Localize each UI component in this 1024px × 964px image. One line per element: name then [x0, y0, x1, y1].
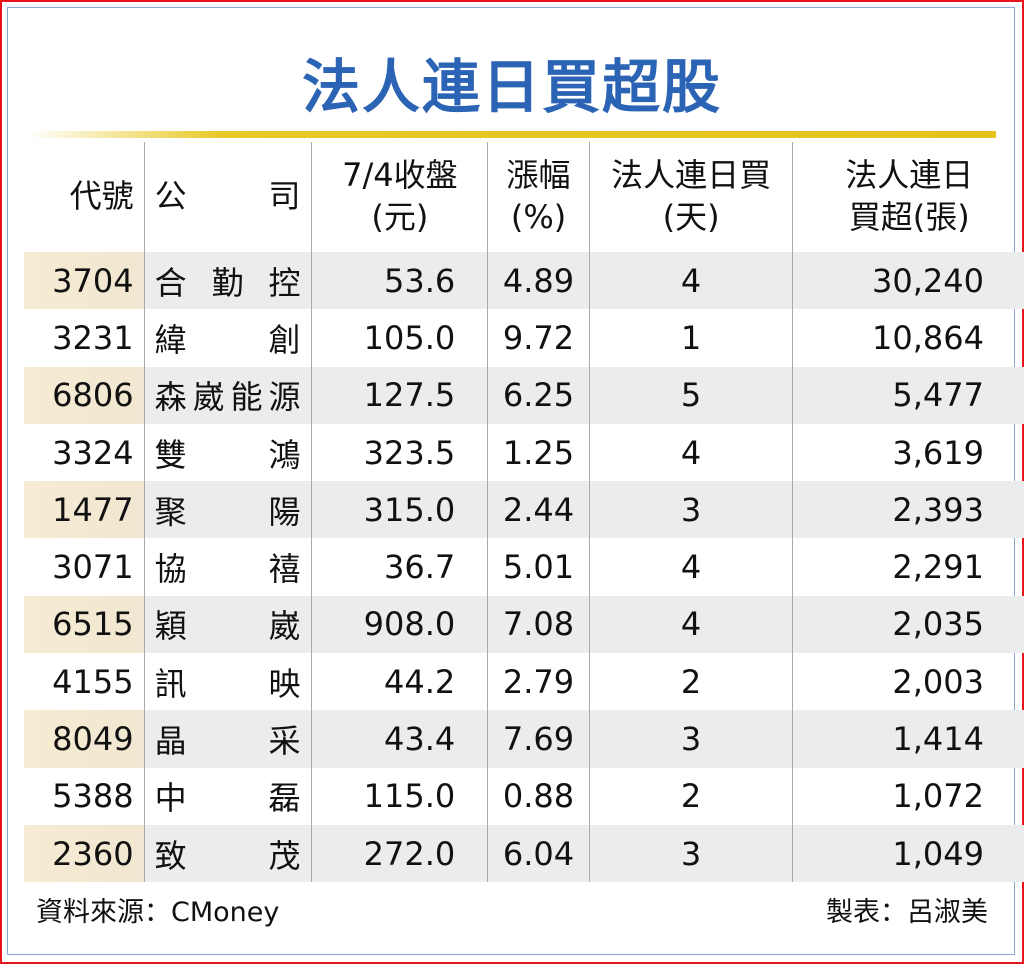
- company-cell: 晶采: [143, 710, 312, 768]
- header-change: 漲幅 (%): [487, 142, 590, 252]
- code-cell: 6806: [24, 366, 145, 424]
- net-buy-cell: 5,477: [792, 366, 1024, 424]
- days-cell: 3: [588, 710, 793, 768]
- price-cell: 53.6: [310, 252, 488, 310]
- source-note: 資料來源：CMoney: [36, 897, 280, 928]
- net-buy-cell: 30,240: [792, 252, 1024, 310]
- company-cell: 中磊: [143, 767, 312, 825]
- net-buy-cell: 1,049: [792, 824, 1024, 883]
- price-cell: 43.4: [310, 710, 488, 768]
- days-cell: 3: [588, 481, 793, 539]
- change-cell: 2.44: [487, 481, 590, 539]
- stock-table: 代號 公 司 7/4收盤 (元) 漲幅 (%) 法人連日買 (天) 法人連日 買…: [24, 142, 1024, 883]
- net-buy-cell: 2,003: [792, 653, 1024, 711]
- change-cell: 1.25: [487, 423, 590, 482]
- table-row: 3704 合勤控 53.6 4.89 4 30,240: [24, 252, 1024, 310]
- code-cell: 3071: [52, 548, 134, 587]
- code-cell: 2360: [24, 824, 145, 883]
- table-row: 3324 雙鴻 323.5 1.25 4 3,619: [24, 423, 1024, 482]
- days-cell: 4: [588, 252, 793, 310]
- net-buy-cell: 2,035: [792, 595, 1024, 654]
- company-cell: 森崴能源: [143, 366, 312, 424]
- days-cell: 1: [588, 309, 793, 367]
- title-rule: [28, 131, 996, 138]
- table-row: 3071 協禧 36.7 5.01 4 2,291: [24, 538, 1024, 596]
- price-cell: 44.2: [310, 653, 488, 711]
- header-code: 代號: [69, 177, 134, 216]
- price-cell: 115.0: [310, 767, 488, 825]
- price-cell: 105.0: [310, 309, 488, 367]
- table-row: 6806 森崴能源 127.5 6.25 5 5,477: [24, 366, 1024, 424]
- days-cell: 5: [588, 366, 793, 424]
- net-buy-cell: 1,414: [792, 710, 1024, 768]
- days-cell: 4: [588, 423, 793, 482]
- company-cell: 緯創: [143, 309, 312, 367]
- price-cell: 36.7: [310, 538, 488, 596]
- net-buy-cell: 2,291: [792, 538, 1024, 596]
- code-cell: 6515: [24, 595, 145, 654]
- days-cell: 4: [588, 538, 793, 596]
- table-row: 6515 穎崴 908.0 7.08 4 2,035: [24, 595, 1024, 654]
- company-cell: 訊映: [143, 653, 312, 711]
- change-cell: 0.88: [487, 767, 590, 825]
- code-cell: 3231: [52, 318, 134, 357]
- table-row: 5388 中磊 115.0 0.88 2 1,072: [24, 767, 1024, 825]
- net-buy-cell: 10,864: [792, 309, 1024, 367]
- page-title: 法人連日買超股: [301, 53, 722, 121]
- change-cell: 9.72: [487, 309, 590, 367]
- code-cell: 5388: [52, 777, 134, 816]
- table-row: 1477 聚陽 315.0 2.44 3 2,393: [24, 481, 1024, 539]
- company-cell: 穎崴: [143, 595, 312, 654]
- code-cell: 4155: [52, 662, 134, 701]
- company-cell: 致茂: [143, 824, 312, 883]
- header-company: 公 司: [143, 142, 312, 252]
- company-cell: 聚陽: [143, 481, 312, 539]
- change-cell: 2.79: [487, 653, 590, 711]
- change-cell: 7.08: [487, 595, 590, 654]
- change-cell: 7.69: [487, 710, 590, 768]
- price-cell: 323.5: [310, 423, 488, 482]
- table-row: 2360 致茂 272.0 6.04 3 1,049: [24, 824, 1024, 883]
- table-row: 8049 晶采 43.4 7.69 3 1,414: [24, 710, 1024, 768]
- company-cell: 合勤控: [143, 252, 312, 310]
- days-cell: 2: [588, 653, 793, 711]
- code-cell: 3324: [52, 433, 134, 472]
- change-cell: 4.89: [487, 252, 590, 310]
- net-buy-cell: 3,619: [792, 423, 1024, 482]
- net-buy-cell: 2,393: [792, 481, 1024, 539]
- header-days: 法人連日買 (天): [588, 142, 793, 252]
- price-cell: 127.5: [310, 366, 488, 424]
- days-cell: 3: [588, 824, 793, 883]
- author-note: 製表：呂淑美: [826, 897, 988, 928]
- change-cell: 6.25: [487, 366, 590, 424]
- price-cell: 272.0: [310, 824, 488, 883]
- days-cell: 4: [588, 595, 793, 654]
- code-cell: 1477: [24, 481, 145, 539]
- table-row: 4155 訊映 44.2 2.79 2 2,003: [24, 653, 1024, 711]
- change-cell: 5.01: [487, 538, 590, 596]
- company-cell: 協禧: [143, 538, 312, 596]
- price-cell: 315.0: [310, 481, 488, 539]
- header-net: 法人連日 買超(張): [792, 142, 1024, 252]
- code-cell: 3704: [24, 252, 145, 310]
- days-cell: 2: [588, 767, 793, 825]
- net-buy-cell: 1,072: [792, 767, 1024, 825]
- header-price: 7/4收盤 (元): [310, 142, 488, 252]
- company-cell: 雙鴻: [143, 423, 312, 482]
- code-cell: 8049: [24, 710, 145, 768]
- price-cell: 908.0: [310, 595, 488, 654]
- change-cell: 6.04: [487, 824, 590, 883]
- table-row: 3231 緯創 105.0 9.72 1 10,864: [24, 309, 1024, 367]
- header-row: 代號 公 司 7/4收盤 (元) 漲幅 (%) 法人連日買 (天) 法人連日 買…: [24, 142, 1024, 252]
